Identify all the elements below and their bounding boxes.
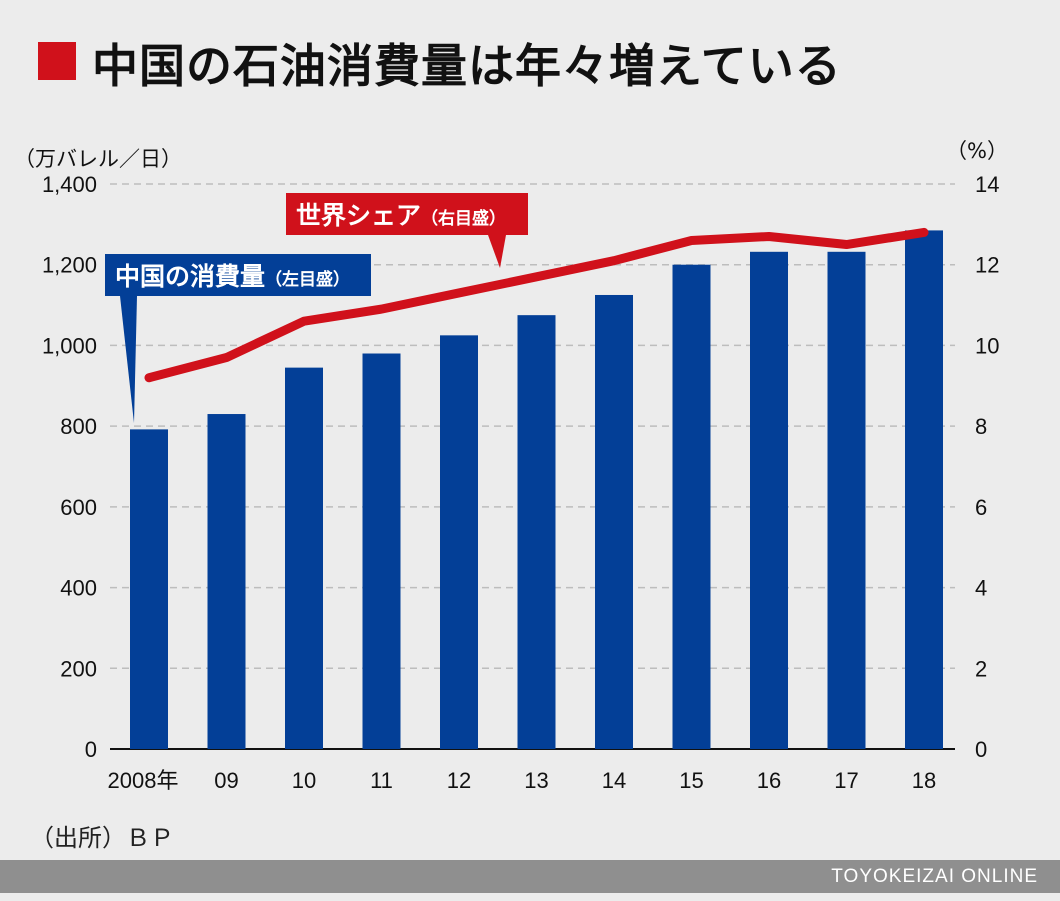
left-tick-label: 1,200 [42,253,97,278]
source-note: （出所）ＢＰ [30,824,174,852]
left-tick-label: 0 [85,737,97,762]
bar [750,251,788,750]
x-tick-label: 18 [912,768,936,793]
x-tick-label: 14 [602,768,626,793]
bar [672,264,711,749]
bar [362,353,401,749]
x-tick-label: 11 [370,768,393,793]
right-tick-label: 8 [975,414,987,439]
x-tick-label: 10 [292,768,316,793]
footer-bar: TOYOKEIZAI ONLINE [0,860,1060,893]
callout-consumption-pointer [120,296,137,423]
bar [440,335,478,749]
left-tick-label: 600 [60,495,97,520]
left-tick-label: 400 [60,576,97,601]
bar [905,230,943,750]
callout-share-pointer [488,235,506,268]
x-tick-label: 15 [679,768,703,793]
left-tick-label: 1,000 [42,333,97,358]
left-axis-unit: （万バレル／日） [14,147,182,171]
footer-brand: TOYOKEIZAI ONLINE [831,866,1038,887]
right-tick-label: 4 [975,576,987,601]
chart-title: 中国の石油消費量は年々増えている [92,39,842,93]
bar [130,429,168,749]
left-tick-label: 200 [60,656,97,681]
right-axis-unit: （%） [946,139,1008,163]
callout-consumption-label: 中国の消費量（左目盛） [115,262,350,291]
x-tick-label: 12 [447,768,471,793]
callout-share-box [286,193,528,235]
callout-consumption-box [105,254,371,296]
bar [207,414,246,749]
right-tick-label: 10 [975,333,999,358]
callout-share-label: 世界シェア（右目盛） [296,201,506,230]
chart-area: 0 200 400 600 800 1,000 1,200 1,400 0 2 4 6 8 10 12 14 （… [14,139,1008,793]
x-tick-label: 17 [834,768,858,793]
x-tick-label: 09 [214,768,238,793]
title-marker [38,42,76,80]
x-tick-label: 2008年 [108,768,179,793]
x-tick-label: 16 [757,768,781,793]
right-tick-label: 6 [975,495,987,520]
right-tick-label: 0 [975,737,987,762]
left-tick-label: 1,400 [42,172,97,197]
bar [517,315,556,749]
right-tick-label: 2 [975,656,987,681]
right-tick-label: 14 [975,172,999,197]
bar [827,251,866,750]
right-tick-label: 12 [975,253,999,278]
left-tick-label: 800 [60,414,97,439]
bar [285,367,323,749]
x-tick-label: 13 [524,768,548,793]
bar [595,294,633,749]
